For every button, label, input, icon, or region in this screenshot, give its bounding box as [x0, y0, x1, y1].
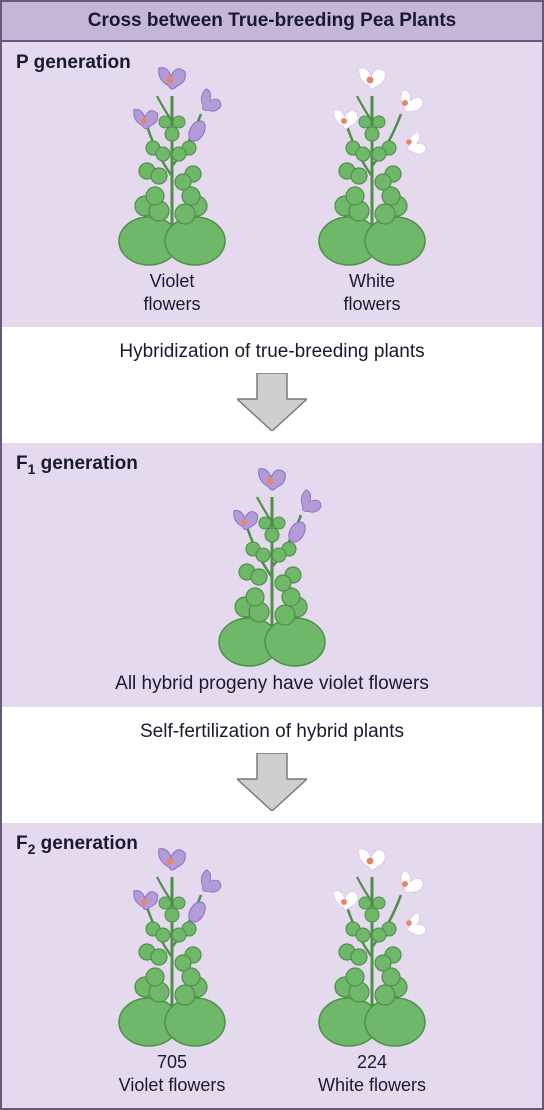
- f1-caption: All hybrid progeny have violet flowers: [16, 673, 528, 695]
- f2-violet: 705 Violet flowers: [97, 837, 247, 1096]
- f2-white: 224 White flowers: [297, 837, 447, 1096]
- transition-self-fertilization-text: Self-fertilization of hybrid plants: [140, 721, 404, 743]
- arrow-down-icon: [237, 373, 307, 431]
- f2-white-caption: 224 White flowers: [318, 1051, 426, 1096]
- transition-hybridization: Hybridization of true-breeding plants: [2, 327, 542, 443]
- pea-plant-violet-icon: [197, 457, 347, 667]
- p-parent-white: White flowers: [297, 56, 447, 315]
- diagram-container: Cross between True-breeding Pea Plants P…: [0, 0, 544, 1110]
- arrow-down-icon: [237, 753, 307, 811]
- pea-plant-white-icon: [297, 56, 447, 266]
- p-generation-section: P generation Violet flowers White flower…: [2, 42, 542, 327]
- f1-generation-section: F1 generation All hybrid progeny have vi…: [2, 443, 542, 707]
- f1-plant: [197, 457, 347, 667]
- diagram-title: Cross between True-breeding Pea Plants: [2, 2, 542, 42]
- transition-hybridization-text: Hybridization of true-breeding plants: [119, 341, 424, 363]
- f2-violet-caption: 705 Violet flowers: [119, 1051, 226, 1096]
- pea-plant-violet-icon: [97, 837, 247, 1047]
- f2-generation-section: F2 generation 705 Violet flowers 224 Whi…: [2, 823, 542, 1108]
- p-parent-violet: Violet flowers: [97, 56, 247, 315]
- p-parent-white-caption: White flowers: [343, 270, 400, 315]
- f1-generation-label: F1 generation: [16, 453, 138, 477]
- p-generation-label: P generation: [16, 52, 131, 74]
- pea-plant-white-icon: [297, 837, 447, 1047]
- pea-plant-violet-icon: [97, 56, 247, 266]
- transition-self-fertilization: Self-fertilization of hybrid plants: [2, 707, 542, 823]
- f2-generation-label: F2 generation: [16, 833, 138, 857]
- p-parent-violet-caption: Violet flowers: [143, 270, 200, 315]
